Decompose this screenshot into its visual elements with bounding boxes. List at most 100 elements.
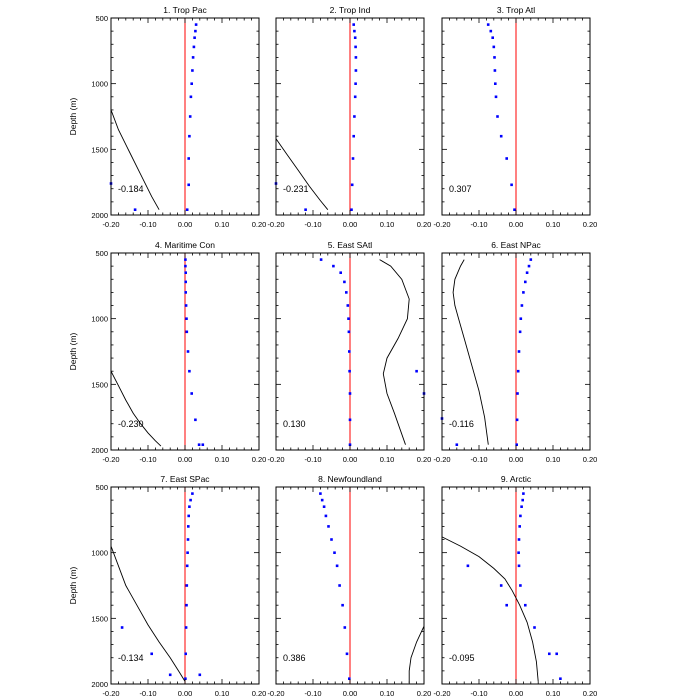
data-point xyxy=(494,82,497,85)
x-tick-label: -0.20 xyxy=(433,220,450,229)
panel-5: 5. East SAtl -0.20 -0.10 0.00 0.10 0.20 0.130 xyxy=(267,240,431,464)
data-point xyxy=(491,36,494,39)
data-point xyxy=(184,280,187,284)
data-point xyxy=(150,652,153,656)
data-point xyxy=(185,584,189,587)
y-tick-label: 500 xyxy=(95,483,108,492)
data-point xyxy=(185,317,188,320)
y-tick-label: 2000 xyxy=(91,680,108,689)
y-tick-label: 500 xyxy=(95,249,108,258)
data-point xyxy=(348,350,351,353)
data-point xyxy=(517,551,520,554)
data-point xyxy=(184,677,187,680)
data-point xyxy=(168,673,172,677)
data-point xyxy=(353,115,356,118)
data-point xyxy=(190,82,193,85)
panel-3: 3. Trop Atl -0.20 -0.10 0.00 0.10 0.20 0.307 xyxy=(433,5,597,229)
data-point xyxy=(327,525,330,528)
data-point xyxy=(185,564,189,568)
panel-4: 4. Maritime Con -0.20 -0.10 0.00 0.10 0.20 500… xyxy=(68,240,266,464)
data-point xyxy=(185,208,189,211)
data-point xyxy=(415,369,418,373)
data-point xyxy=(188,134,191,138)
profile-curve xyxy=(275,138,329,210)
data-point xyxy=(520,505,523,508)
data-point xyxy=(186,551,189,554)
correlation-label: -0.184 xyxy=(118,184,144,194)
panel-6: 6. East NPac -0.20 -0.10 0.00 0.10 0.20 -0.116 xyxy=(433,240,597,464)
x-tick-label: -0.10 xyxy=(470,455,487,464)
data-point xyxy=(184,304,188,307)
data-point xyxy=(347,330,351,334)
panel-title: 7. East SPac xyxy=(160,474,210,484)
x-tick-label: -0.20 xyxy=(267,455,284,464)
data-point xyxy=(515,443,518,446)
panel-title: 4. Maritime Con xyxy=(155,240,215,250)
data-point xyxy=(194,418,197,422)
data-point xyxy=(322,505,326,508)
panel-9: 9. Arctic -0.20 -0.10 0.00 0.10 0.20 -0.095 xyxy=(433,474,597,698)
x-tick-label: -0.20 xyxy=(102,689,119,698)
y-tick-label: 1500 xyxy=(91,145,108,154)
x-tick-label: 0.00 xyxy=(509,689,524,698)
data-point xyxy=(354,82,357,85)
data-point xyxy=(522,492,525,495)
data-point xyxy=(519,514,522,518)
data-point xyxy=(466,564,470,568)
data-point xyxy=(190,392,193,395)
data-point xyxy=(186,350,190,353)
data-point xyxy=(496,115,499,118)
data-point xyxy=(524,603,527,607)
data-point xyxy=(184,291,187,294)
y-tick-label: 2000 xyxy=(91,211,108,220)
data-point xyxy=(184,258,187,261)
data-point xyxy=(188,505,191,508)
panel-title: 9. Arctic xyxy=(501,474,532,484)
panel-8: 8. Newfoundland -0.20 -0.10 0.00 0.10 0.20 0.3… xyxy=(267,474,431,698)
y-axis-label: Depth (m) xyxy=(68,97,78,135)
data-point xyxy=(345,291,348,294)
data-point xyxy=(185,330,189,334)
panel-1: 1. Trop Pac -0.20 -0.10 0.00 0.10 0.20 500 1000… xyxy=(68,5,266,229)
data-point xyxy=(187,183,190,187)
correlation-label: -0.095 xyxy=(449,653,475,663)
data-point xyxy=(332,264,335,268)
data-point xyxy=(505,603,508,607)
data-point xyxy=(494,95,498,99)
y-tick-label: 1500 xyxy=(91,614,108,623)
data-point xyxy=(198,673,202,677)
correlation-label: 0.307 xyxy=(449,184,472,194)
panel-title: 3. Trop Atl xyxy=(497,5,535,15)
data-point xyxy=(510,183,513,187)
data-point xyxy=(343,280,346,284)
data-point xyxy=(335,564,339,568)
x-tick-label: 0.10 xyxy=(215,689,230,698)
x-tick-label: 0.10 xyxy=(546,220,561,229)
x-tick-label: 0.20 xyxy=(583,689,598,698)
data-point xyxy=(319,492,322,495)
x-tick-label: 0.00 xyxy=(509,455,524,464)
data-point xyxy=(346,304,350,307)
panel-title: 6. East NPac xyxy=(491,240,541,250)
data-point xyxy=(339,271,342,274)
profile-curve xyxy=(110,109,160,210)
data-point xyxy=(324,514,328,518)
data-point xyxy=(338,584,341,587)
data-point xyxy=(197,443,201,446)
y-tick-label: 2000 xyxy=(91,446,108,455)
data-point xyxy=(184,626,188,629)
data-point xyxy=(343,626,347,629)
data-point xyxy=(191,69,194,72)
data-point xyxy=(519,584,522,587)
x-tick-label: 0.10 xyxy=(546,455,561,464)
data-point xyxy=(505,157,508,160)
data-point xyxy=(194,29,197,33)
data-point xyxy=(188,115,192,118)
data-point xyxy=(187,157,190,160)
correlation-label: 0.130 xyxy=(283,419,306,429)
data-point xyxy=(184,264,187,268)
data-point xyxy=(489,29,493,33)
data-point xyxy=(522,291,525,294)
correlation-label: -0.116 xyxy=(449,419,474,429)
